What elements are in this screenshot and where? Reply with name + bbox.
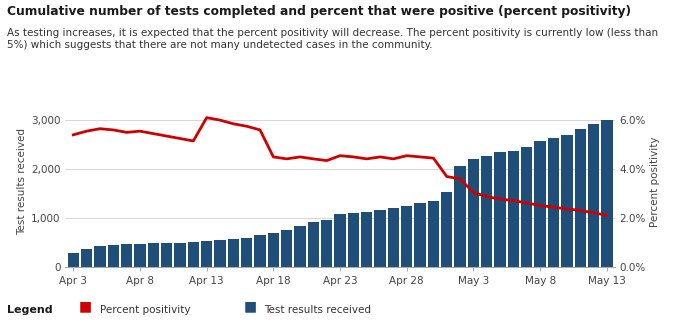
Bar	[455, 166, 466, 267]
Bar	[428, 201, 439, 267]
Bar	[281, 230, 293, 267]
Bar	[441, 192, 453, 267]
Bar	[574, 129, 586, 267]
Bar	[348, 213, 359, 267]
Bar	[308, 222, 319, 267]
Text: Percent positivity: Percent positivity	[100, 305, 190, 315]
Bar	[561, 135, 572, 267]
Bar	[534, 141, 546, 267]
Bar	[401, 206, 412, 267]
Bar	[414, 202, 426, 267]
Bar	[268, 233, 279, 267]
Bar	[94, 246, 106, 267]
Bar	[214, 240, 225, 267]
Bar	[387, 208, 399, 267]
Bar	[188, 242, 199, 267]
Bar	[521, 147, 532, 267]
Bar	[241, 238, 252, 267]
Bar	[361, 212, 372, 267]
Bar	[108, 245, 119, 267]
Bar	[495, 153, 506, 267]
Bar	[227, 239, 239, 267]
Bar	[321, 220, 333, 267]
Bar	[121, 244, 133, 267]
Y-axis label: Percent positivity: Percent positivity	[651, 136, 660, 227]
Text: 5%) which suggests that there are not many undetected cases in the community.: 5%) which suggests that there are not ma…	[7, 40, 433, 51]
Bar	[294, 226, 306, 267]
Bar	[201, 241, 212, 267]
Bar	[67, 253, 79, 267]
Bar	[161, 243, 172, 267]
Text: ■: ■	[79, 299, 92, 313]
Bar	[335, 214, 346, 267]
Bar	[134, 244, 146, 267]
Text: As testing increases, it is expected that the percent positivity will decrease. : As testing increases, it is expected tha…	[7, 28, 658, 38]
Bar	[548, 138, 559, 267]
Bar	[468, 159, 479, 267]
Bar	[174, 243, 185, 267]
Y-axis label: Test results received: Test results received	[16, 128, 27, 235]
Bar	[601, 120, 613, 267]
Bar	[481, 156, 493, 267]
Bar	[254, 236, 266, 267]
Bar	[374, 210, 386, 267]
Bar	[81, 249, 92, 267]
Text: ■: ■	[244, 299, 257, 313]
Text: Legend: Legend	[7, 305, 52, 315]
Bar	[148, 243, 159, 267]
Text: Cumulative number of tests completed and percent that were positive (percent pos: Cumulative number of tests completed and…	[7, 5, 631, 18]
Text: Test results received: Test results received	[264, 305, 372, 315]
Bar	[588, 124, 599, 267]
Bar	[508, 151, 519, 267]
